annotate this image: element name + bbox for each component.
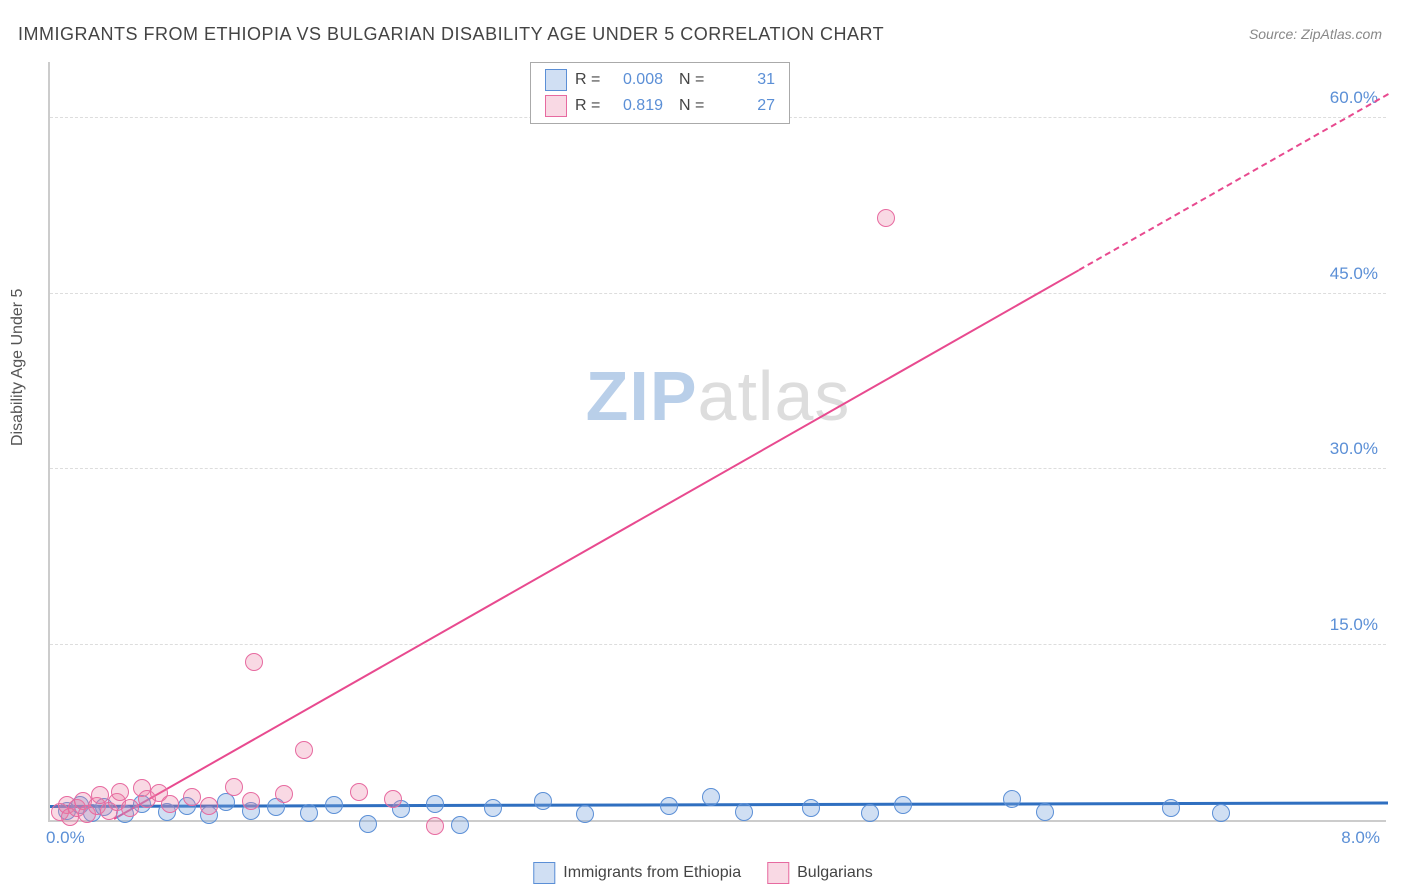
- data-point-bulgarians: [121, 799, 139, 817]
- legend-row-bulgarians: R = 0.819 N = 27: [531, 93, 789, 119]
- n-value: 27: [721, 97, 775, 115]
- data-point-bulgarians: [877, 209, 895, 227]
- data-point-ethiopia: [484, 799, 502, 817]
- data-point-ethiopia: [1003, 790, 1021, 808]
- y-axis-title: Disability Age Under 5: [9, 289, 27, 446]
- data-point-ethiopia: [702, 788, 720, 806]
- y-tick-label: 45.0%: [1330, 264, 1378, 284]
- data-point-ethiopia: [894, 796, 912, 814]
- data-point-ethiopia: [576, 805, 594, 823]
- plot-area: ZIPatlas 0.0% 8.0% 15.0%30.0%45.0%60.0%: [48, 62, 1386, 822]
- data-point-bulgarians: [245, 653, 263, 671]
- legend-label: Bulgarians: [797, 864, 873, 882]
- grid-line: [50, 644, 1386, 645]
- correlation-chart: IMMIGRANTS FROM ETHIOPIA VS BULGARIAN DI…: [0, 0, 1406, 892]
- data-point-bulgarians: [275, 785, 293, 803]
- legend-swatch: [545, 95, 567, 117]
- data-point-bulgarians: [350, 783, 368, 801]
- n-label: N =: [679, 97, 713, 115]
- data-point-bulgarians: [183, 788, 201, 806]
- r-value: 0.008: [609, 71, 663, 89]
- data-point-ethiopia: [802, 799, 820, 817]
- data-point-ethiopia: [735, 803, 753, 821]
- y-tick-label: 60.0%: [1330, 88, 1378, 108]
- data-point-ethiopia: [660, 797, 678, 815]
- legend-swatch: [767, 862, 789, 884]
- data-point-ethiopia: [451, 816, 469, 834]
- source-name: ZipAtlas.com: [1301, 26, 1382, 42]
- legend-label: Immigrants from Ethiopia: [563, 864, 741, 882]
- data-point-ethiopia: [1212, 804, 1230, 822]
- watermark-atlas: atlas: [698, 357, 851, 435]
- chart-title: IMMIGRANTS FROM ETHIOPIA VS BULGARIAN DI…: [18, 24, 884, 45]
- data-point-bulgarians: [225, 778, 243, 796]
- n-label: N =: [679, 71, 713, 89]
- grid-line: [50, 468, 1386, 469]
- correlation-legend: R = 0.008 N = 31 R = 0.819 N = 27: [530, 62, 790, 124]
- legend-item: Bulgarians: [767, 862, 873, 884]
- data-point-ethiopia: [534, 792, 552, 810]
- data-point-bulgarians: [426, 817, 444, 835]
- data-point-ethiopia: [426, 795, 444, 813]
- x-tick-max: 8.0%: [1341, 828, 1380, 848]
- watermark-zip: ZIP: [586, 357, 698, 435]
- source-prefix: Source:: [1249, 26, 1301, 42]
- data-point-ethiopia: [1036, 803, 1054, 821]
- data-point-bulgarians: [295, 741, 313, 759]
- data-point-bulgarians: [242, 792, 260, 810]
- legend-swatch: [533, 862, 555, 884]
- trend-line: [1078, 93, 1388, 271]
- data-point-bulgarians: [161, 795, 179, 813]
- source-attribution: Source: ZipAtlas.com: [1249, 26, 1382, 42]
- data-point-ethiopia: [1162, 799, 1180, 817]
- data-point-bulgarians: [111, 783, 129, 801]
- y-tick-label: 15.0%: [1330, 615, 1378, 635]
- data-point-bulgarians: [384, 790, 402, 808]
- data-point-ethiopia: [300, 804, 318, 822]
- trend-line: [113, 269, 1079, 820]
- data-point-bulgarians: [200, 797, 218, 815]
- legend-item: Immigrants from Ethiopia: [533, 862, 741, 884]
- r-label: R =: [575, 71, 601, 89]
- x-tick-min: 0.0%: [46, 828, 85, 848]
- grid-line: [50, 293, 1386, 294]
- r-label: R =: [575, 97, 601, 115]
- legend-row-ethiopia: R = 0.008 N = 31: [531, 67, 789, 93]
- r-value: 0.819: [609, 97, 663, 115]
- n-value: 31: [721, 71, 775, 89]
- legend-swatch: [545, 69, 567, 91]
- series-legend: Immigrants from Ethiopia Bulgarians: [533, 862, 872, 884]
- data-point-ethiopia: [325, 796, 343, 814]
- data-point-ethiopia: [359, 815, 377, 833]
- data-point-ethiopia: [861, 804, 879, 822]
- y-tick-label: 30.0%: [1330, 439, 1378, 459]
